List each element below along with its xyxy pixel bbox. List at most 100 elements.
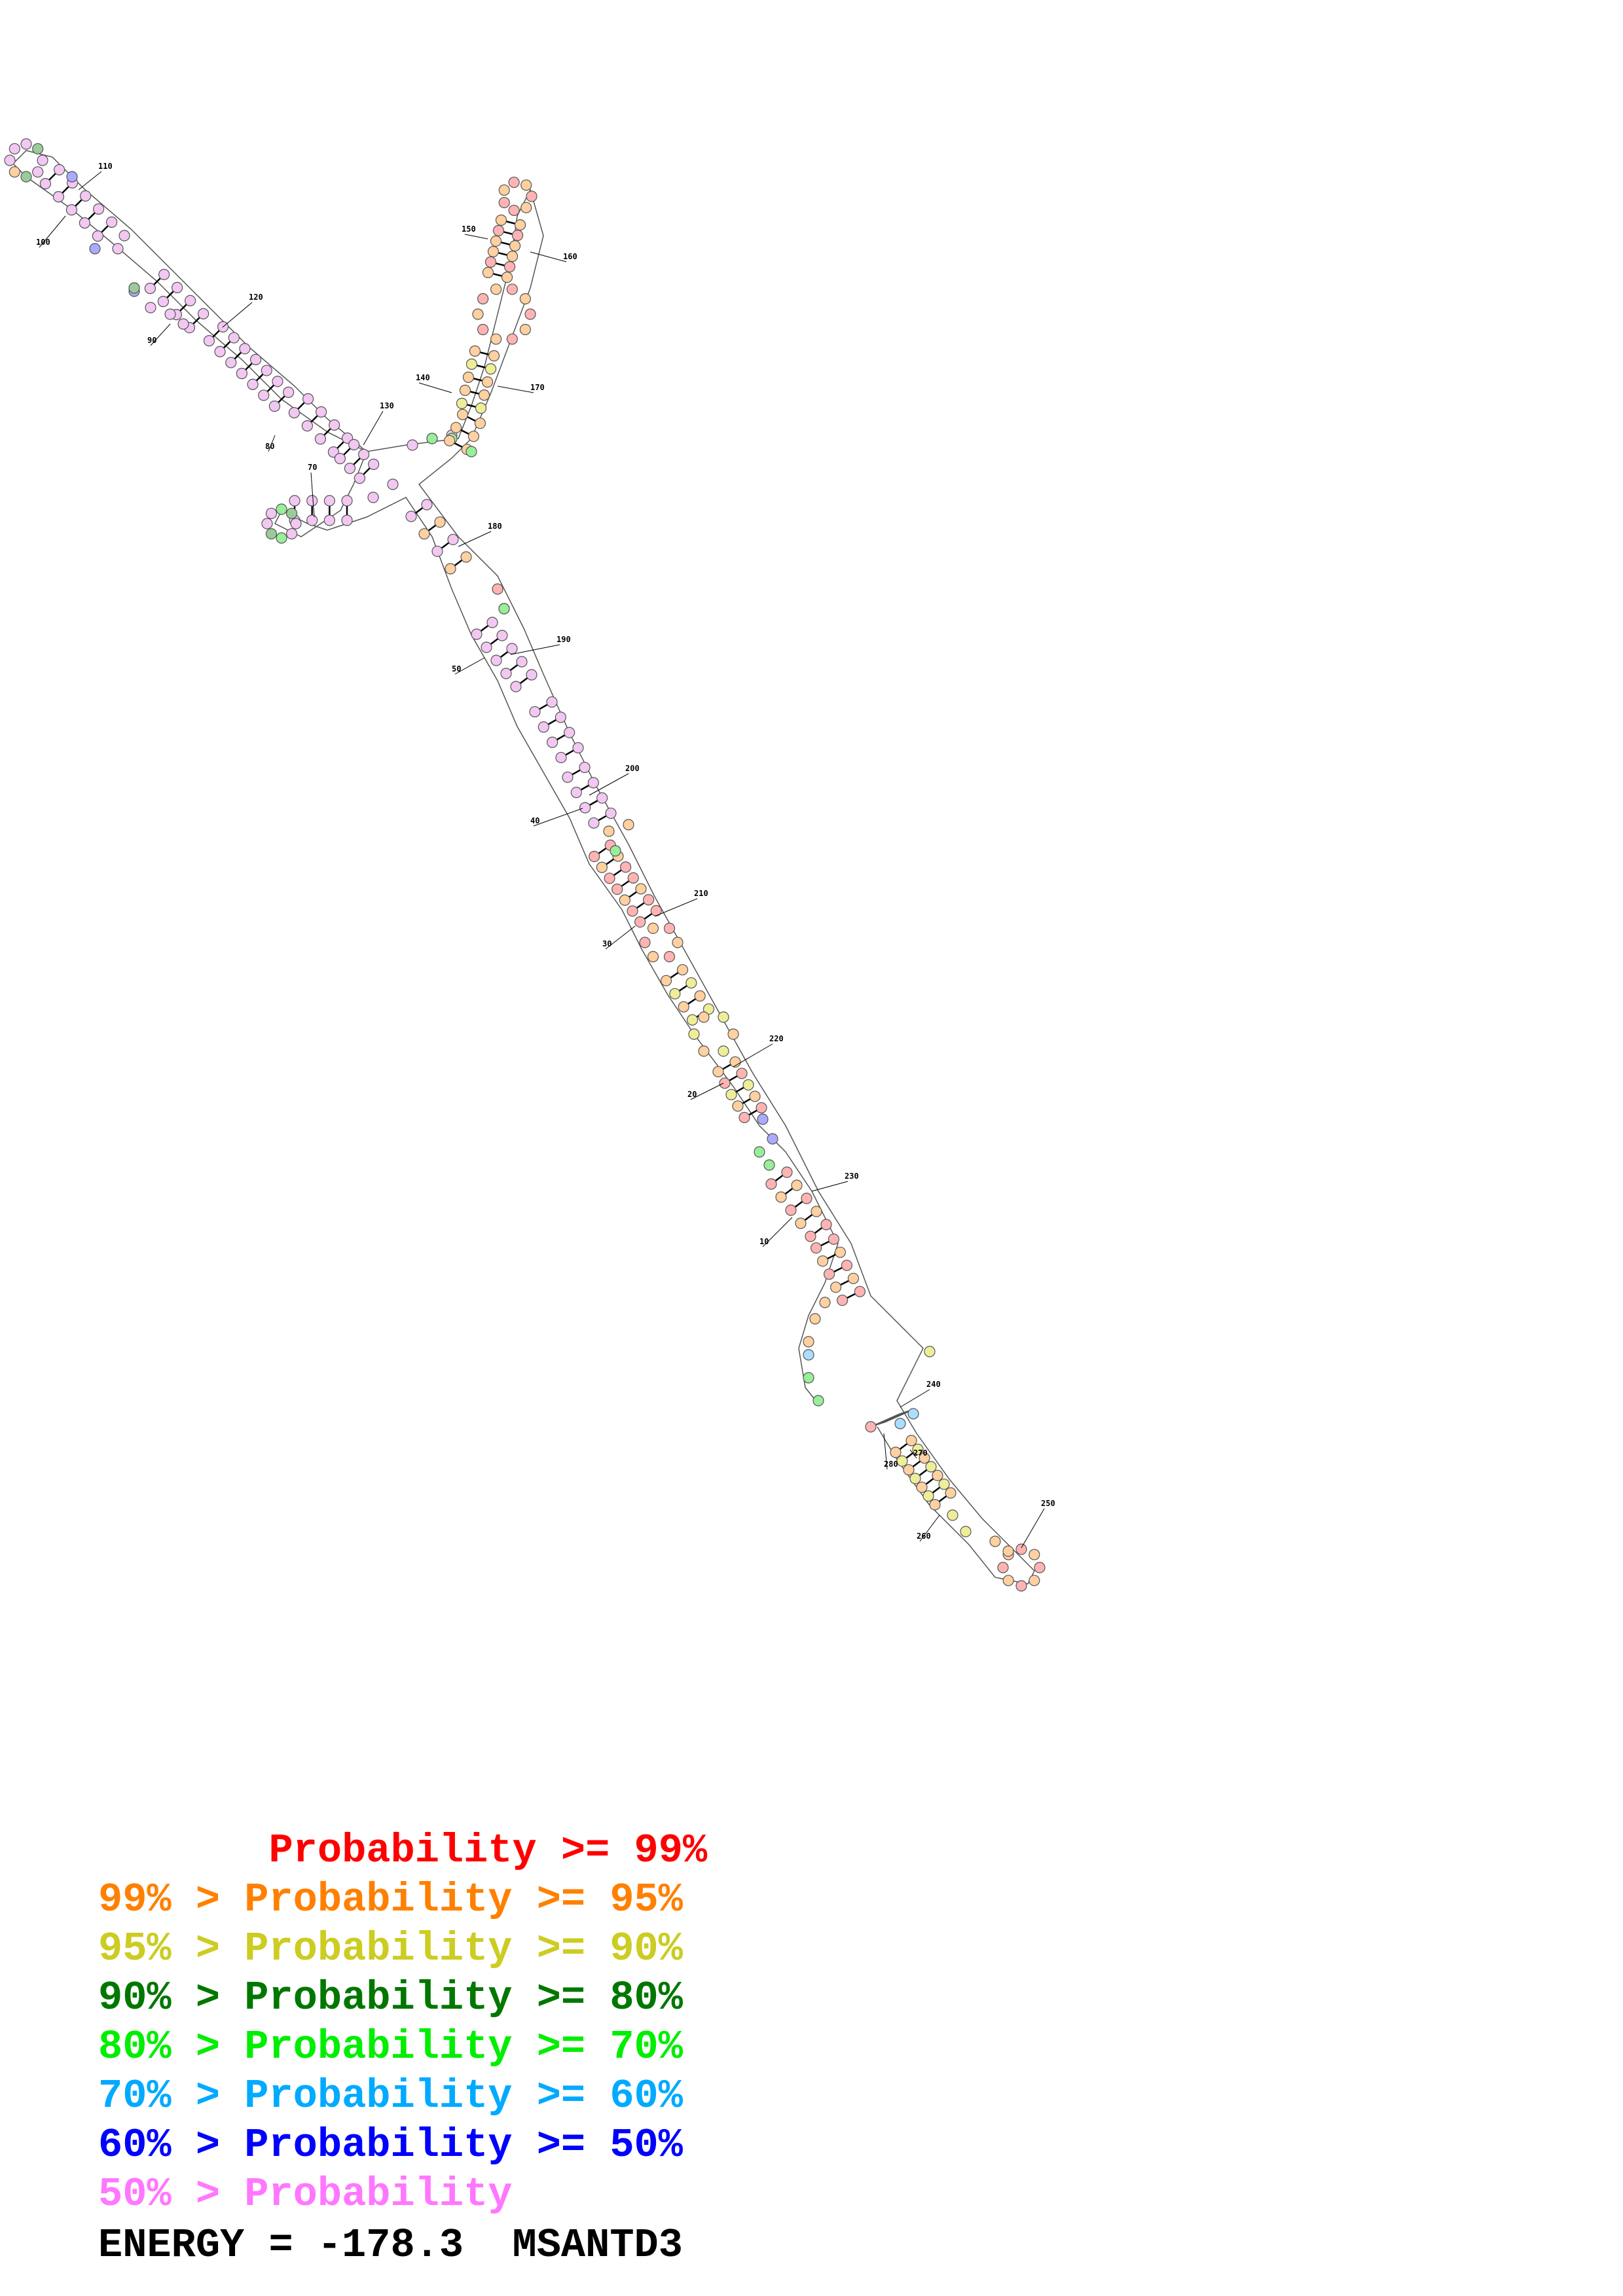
nucleotide: [306, 495, 318, 507]
nucleotide: [596, 861, 608, 873]
tick-line: [464, 234, 488, 240]
position-label: 80: [265, 442, 274, 451]
position-ticks: 110 100 120 90 130 80 70 140 150 160 170 180 190 50 20…: [36, 162, 1055, 1549]
nucleotide: [301, 420, 313, 432]
position-label: 150: [462, 224, 476, 234]
nucleotide: [812, 1395, 824, 1407]
nucleotide: [492, 224, 505, 236]
nucleotide: [511, 230, 524, 242]
nucleotide: [472, 308, 484, 320]
nucleotide: [341, 514, 353, 526]
nucleotide: [742, 1079, 754, 1091]
nucleotide: [912, 1443, 924, 1455]
nucleotide: [520, 179, 532, 191]
nucleotide: [488, 350, 500, 362]
nucleotide: [635, 883, 647, 895]
nucleotide: [367, 492, 379, 503]
nucleotide: [265, 507, 278, 520]
nucleotide: [819, 1297, 831, 1308]
nucleotide: [524, 308, 536, 320]
nucleotide: [604, 872, 615, 884]
nucleotide: [302, 393, 314, 404]
nucleotide: [198, 308, 210, 319]
nucleotide: [32, 166, 44, 178]
tick-line: [454, 657, 485, 675]
nucleotide: [924, 1346, 936, 1357]
nucleotide: [9, 166, 20, 178]
nucleotide: [909, 1473, 921, 1484]
position-label: 20: [687, 1090, 697, 1099]
nucleotide: [854, 1285, 866, 1297]
position-label: 200: [625, 764, 640, 773]
nucleotide: [477, 293, 489, 305]
nucleotide: [686, 1014, 699, 1026]
nucleotide: [288, 407, 300, 419]
legend-row: 50% > Probability: [98, 2170, 707, 2219]
nucleotide: [1015, 1580, 1027, 1592]
nucleotide: [834, 1246, 847, 1258]
nucleotide: [529, 706, 541, 718]
tick-line: [363, 410, 384, 446]
nucleotide: [669, 988, 681, 999]
nucleotide: [465, 358, 478, 370]
nucleotide: [426, 433, 438, 444]
nucleotide: [947, 1509, 958, 1521]
nucleotide: [506, 333, 518, 345]
nucleotide: [450, 422, 462, 433]
nucleotide: [214, 346, 226, 357]
nucleotide: [481, 376, 494, 388]
nucleotide: [555, 751, 567, 764]
gene-name: MSANTD3: [512, 2222, 683, 2269]
base-pair-bonds: [45, 169, 951, 1505]
legend-row: 99% > Probability >= 95%: [98, 1875, 707, 1924]
tick-line: [458, 531, 492, 547]
nucleotide: [836, 1295, 848, 1306]
nucleotide: [698, 1011, 710, 1023]
nucleotide: [157, 296, 169, 308]
legend-label: Probability >= 90%: [244, 1926, 683, 1972]
nucleotide: [589, 851, 600, 863]
nucleotide: [823, 1268, 835, 1280]
nucleotide: [989, 1535, 1001, 1547]
nucleotide: [929, 1499, 941, 1511]
nucleotide: [605, 807, 617, 819]
nucleotide: [509, 240, 521, 252]
position-label: 180: [488, 522, 502, 531]
nucleotide: [816, 1255, 829, 1267]
position-label: 160: [563, 252, 577, 261]
nucleotide: [847, 1272, 860, 1284]
nucleotide: [474, 418, 486, 429]
tick-line: [418, 382, 452, 393]
nucleotide: [763, 1159, 775, 1171]
energy-value: ENERGY = -178.3: [98, 2222, 464, 2269]
nucleotide: [643, 894, 655, 906]
nucleotide: [623, 819, 634, 831]
nucleotide: [421, 499, 433, 511]
legend-prefix: 60% >: [98, 2122, 245, 2168]
nucleotide: [1029, 1549, 1040, 1560]
nucleotide: [459, 384, 471, 396]
nucleotide: [290, 518, 302, 529]
tick-line: [310, 472, 315, 518]
position-label: 170: [530, 383, 545, 392]
nucleotide: [54, 164, 65, 175]
nucleotide: [865, 1421, 877, 1433]
nucleotide: [712, 1066, 724, 1078]
nucleotide: [1002, 1575, 1014, 1587]
tick-line: [1021, 1508, 1045, 1549]
nucleotide: [239, 343, 251, 355]
nucleotide: [588, 817, 600, 829]
nucleotide: [945, 1487, 957, 1499]
nucleotide: [520, 202, 532, 213]
nucleotide: [685, 977, 697, 989]
nucleotide: [462, 371, 475, 383]
nucleotide: [611, 884, 623, 895]
tick-line: [900, 1389, 930, 1408]
nucleotide: [443, 435, 456, 446]
nucleotide: [767, 1133, 778, 1145]
nucleotide: [678, 1001, 689, 1013]
nucleotide: [516, 656, 528, 668]
nucleotide: [261, 365, 272, 376]
legend-label: Probability >= 80%: [244, 1975, 683, 2021]
nucleotide: [562, 771, 574, 783]
